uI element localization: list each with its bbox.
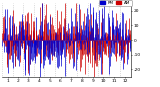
Legend: PM, AM: PM, AM	[99, 0, 132, 6]
